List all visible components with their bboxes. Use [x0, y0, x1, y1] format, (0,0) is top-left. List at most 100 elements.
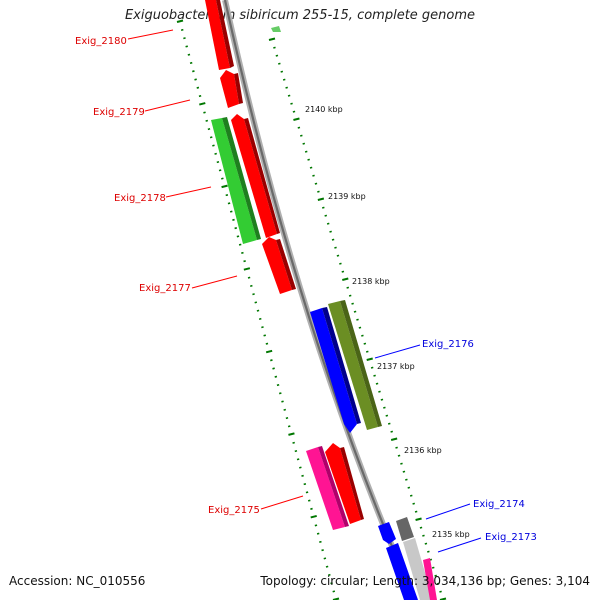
ruler-minor-tick — [353, 310, 357, 313]
gene-exig-2173[interactable] — [386, 543, 418, 600]
gene-exig-2180[interactable] — [205, 0, 234, 70]
ruler-minor-tick — [275, 54, 279, 57]
gene-label-exig-2174[interactable]: Exig_2174 — [473, 499, 525, 510]
ruler-minor-tick — [227, 202, 231, 205]
ruler-minor-tick — [370, 366, 374, 369]
gene-exig-2176-blue[interactable] — [310, 307, 361, 433]
ruler-label: 2140 kbp — [305, 105, 343, 114]
ruler-major-tick — [268, 37, 276, 41]
ruler-minor-tick — [387, 422, 391, 425]
ruler-major-tick — [288, 432, 295, 436]
ruler-minor-tick — [316, 532, 320, 535]
ruler-minor-tick — [427, 550, 430, 553]
ruler-minor-tick — [282, 78, 286, 81]
ruler-minor-tick — [225, 194, 229, 197]
ruler-minor-tick — [212, 144, 215, 147]
gene-label-exig-2177[interactable]: Exig_2177 — [139, 283, 191, 294]
gene-label-exig-2179[interactable]: Exig_2179 — [93, 107, 145, 118]
gene-red-near-2175[interactable] — [325, 443, 364, 524]
ruler-label: 2135 kbp — [432, 530, 470, 539]
ruler-minor-tick — [307, 158, 310, 161]
ruler-minor-tick — [300, 134, 303, 137]
gene-pink-lower[interactable] — [423, 558, 437, 600]
ruler-major-tick — [342, 277, 349, 281]
gene-exig-2174[interactable] — [378, 522, 396, 544]
ruler-minor-tick — [238, 243, 242, 246]
gene-green-top-fragment[interactable] — [271, 26, 281, 32]
ruler-minor-tick — [304, 150, 308, 153]
ruler-minor-tick — [390, 430, 394, 433]
ruler-minor-tick — [424, 542, 428, 545]
ruler-minor-tick — [196, 86, 200, 89]
ruler-minor-tick — [189, 61, 193, 65]
ruler-minor-tick — [276, 383, 280, 387]
ruler-major-tick — [176, 19, 184, 23]
ruler-minor-tick — [378, 390, 381, 393]
gene-exig-2177-part-a[interactable] — [231, 114, 280, 238]
ruler-minor-tick — [243, 260, 246, 263]
gene-features — [205, 0, 437, 600]
gene-light-gray-feature[interactable] — [403, 538, 433, 600]
ruler-minor-tick — [198, 94, 202, 98]
ruler-minor-tick — [247, 276, 251, 279]
ruler-label: 2139 kbp — [328, 192, 366, 201]
ruler-minor-tick — [363, 342, 367, 345]
ruler-minor-tick — [373, 374, 376, 377]
ruler-minor-tick — [383, 406, 386, 409]
ruler-minor-tick — [287, 425, 291, 428]
ruler-minor-tick — [336, 254, 340, 257]
gene-exig-2179[interactable] — [220, 70, 243, 108]
ruler-minor-tick — [314, 524, 318, 527]
ruler-minor-tick — [402, 470, 406, 473]
ruler-minor-tick — [278, 392, 282, 395]
ruler-minor-tick — [272, 367, 275, 370]
gene-olive-feature[interactable] — [328, 300, 382, 430]
ruler-minor-tick — [216, 160, 220, 164]
ruler-minor-tick — [405, 478, 408, 481]
accession-text: Accession: NC_010556 — [9, 574, 146, 588]
ruler-minor-tick — [203, 111, 206, 114]
ruler-minor-tick — [305, 491, 309, 494]
ruler-minor-tick — [397, 454, 401, 457]
gene-gray-feature[interactable] — [396, 517, 414, 541]
ruler-minor-tick — [310, 507, 313, 510]
ruler-minor-tick — [302, 142, 306, 145]
gene-label-exig-2180[interactable]: Exig_2180 — [75, 36, 127, 47]
ruler-minor-tick — [325, 565, 329, 568]
ruler-minor-tick — [252, 293, 255, 296]
ruler-minor-tick — [297, 126, 301, 129]
ruler-minor-tick — [209, 136, 213, 139]
gene-label-exig-2176[interactable]: Exig_2176 — [422, 339, 474, 350]
gene-label-exig-2175[interactable]: Exig_2175 — [208, 505, 260, 516]
gene-exig-2177-part-b[interactable] — [262, 237, 296, 294]
ruler-minor-tick — [332, 590, 336, 593]
ruler-minor-tick — [321, 549, 324, 552]
ruler-minor-tick — [292, 441, 295, 444]
gene-exig-2175[interactable] — [306, 446, 349, 530]
ruler-minor-tick — [331, 238, 335, 241]
ruler-minor-tick — [380, 398, 384, 401]
ruler-minor-tick — [356, 318, 359, 321]
ruler-major-tick — [390, 437, 398, 441]
ruler-minor-tick — [180, 28, 184, 32]
ruler-minor-tick — [256, 309, 260, 312]
ruler-minor-tick — [334, 246, 337, 249]
ruler-minor-tick — [185, 45, 188, 48]
ruler-minor-tick — [236, 235, 240, 238]
ruler-minor-tick — [192, 70, 195, 73]
ruler-minor-tick — [309, 166, 313, 169]
ruler-minor-tick — [328, 573, 331, 577]
ruler-minor-tick — [436, 582, 440, 585]
ruler-minor-tick — [358, 326, 362, 329]
ruler-minor-tick — [434, 574, 437, 577]
gene-exig-2178[interactable] — [211, 117, 261, 244]
ruler-minor-tick — [183, 37, 186, 40]
ruler-minor-tick — [214, 152, 217, 155]
ruler-minor-tick — [258, 317, 262, 321]
ruler-minor-tick — [422, 534, 425, 537]
gene-label-exig-2178[interactable]: Exig_2178 — [114, 193, 166, 204]
ruler-minor-tick — [294, 449, 298, 453]
ruler-minor-tick — [339, 262, 342, 265]
gene-label-exig-2173[interactable]: Exig_2173 — [485, 532, 537, 543]
